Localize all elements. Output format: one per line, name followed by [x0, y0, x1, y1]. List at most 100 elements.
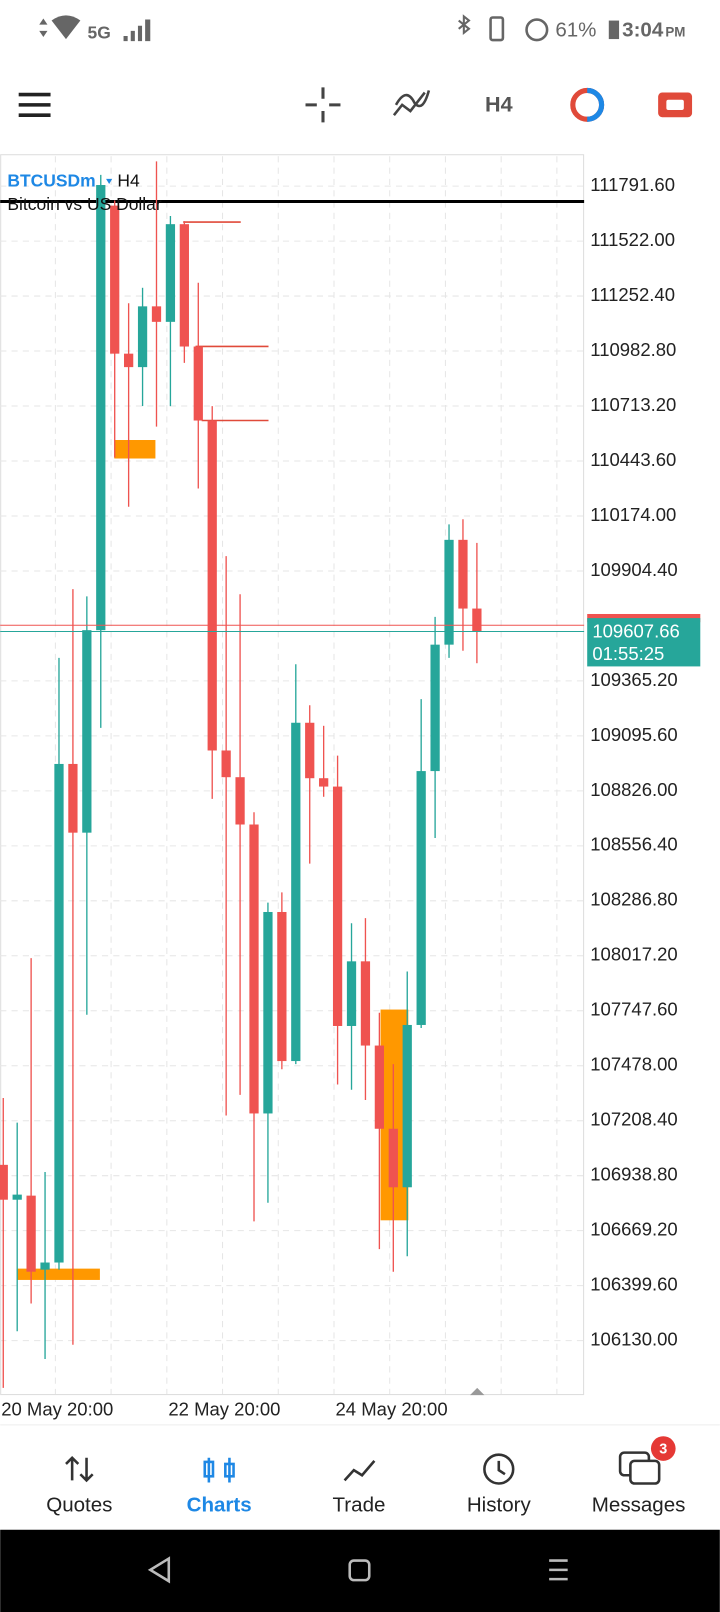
y-tick-label: 107747.60	[590, 999, 677, 1020]
candle-body	[416, 771, 426, 1025]
charts-icon-body	[224, 1462, 235, 1478]
rectangle-object	[114, 440, 156, 459]
battery-icon	[608, 20, 620, 40]
candle-body	[263, 911, 273, 1114]
candle-body	[82, 630, 92, 833]
history-icon	[483, 1453, 515, 1485]
y-tick-label: 108286.80	[590, 889, 677, 910]
y-tick-label: 111522.00	[590, 229, 675, 250]
candle-body	[402, 1024, 412, 1188]
battery-percent: 61%	[555, 18, 596, 41]
candle-body	[319, 778, 329, 787]
bluetooth-icon	[458, 14, 471, 36]
candle-body	[110, 205, 120, 354]
nav-item[interactable]: Messages	[592, 1494, 686, 1517]
candle-body	[249, 824, 259, 1114]
current-price-label: 109607.66	[592, 620, 679, 641]
network-label: 5G	[88, 23, 111, 43]
candle-body	[40, 1262, 50, 1270]
candle-body	[277, 911, 287, 1062]
recents-button[interactable]	[549, 1559, 568, 1581]
candle-body	[96, 185, 106, 631]
candle-body	[193, 346, 203, 421]
y-tick-label: 107478.00	[590, 1054, 677, 1075]
nav-item[interactable]: Charts	[187, 1494, 252, 1517]
candle-body	[68, 763, 78, 833]
menu-button[interactable]	[18, 92, 51, 117]
scroll-marker	[470, 1387, 485, 1396]
alarm-icon	[525, 18, 549, 42]
candle-body	[444, 539, 454, 645]
candle-body	[26, 1195, 36, 1272]
y-tick-label: 106399.60	[590, 1274, 677, 1295]
nav-items: 3 Quotes Charts Trade History Messages	[46, 1436, 686, 1517]
candle-body	[137, 306, 148, 368]
y-tick-label: 106938.80	[590, 1164, 677, 1185]
chart-timeframe: H4	[117, 171, 140, 191]
y-tick-label: 111791.60	[590, 174, 675, 195]
symbol-description: Bitcoin vs US Dollar	[7, 194, 162, 214]
candle-body	[124, 353, 134, 368]
candle-body	[430, 644, 440, 772]
y-tick-label: 110443.60	[590, 449, 676, 470]
vibrate-icon	[489, 16, 505, 42]
x-tick-label: 20 May 20:00	[1, 1398, 113, 1419]
candle-body	[12, 1194, 22, 1200]
candle-body	[472, 608, 482, 632]
trade-icon	[343, 1460, 376, 1482]
y-tick-label: 107208.40	[590, 1109, 677, 1130]
objects-button-accent	[586, 87, 605, 122]
candle-body	[0, 1164, 8, 1200]
back-button[interactable]	[147, 1556, 171, 1584]
symbol-dropdown[interactable]	[106, 178, 113, 185]
candle-body	[388, 1128, 398, 1188]
price-label-bg	[587, 618, 701, 667]
y-tick-label: 110982.80	[590, 339, 676, 360]
rectangle-object	[16, 1268, 100, 1280]
wifi-icon	[51, 15, 81, 40]
indicators-button[interactable]	[392, 90, 431, 116]
quotes-icon	[65, 1455, 94, 1483]
nav-item[interactable]: History	[467, 1494, 532, 1517]
nav-item[interactable]: Quotes	[46, 1494, 112, 1517]
candle-body	[458, 539, 468, 609]
candle-body	[207, 420, 217, 751]
y-tick-label: 108826.00	[590, 779, 677, 800]
grid	[0, 156, 585, 1395]
messages-icon-front	[629, 1459, 661, 1485]
home-button[interactable]	[348, 1559, 371, 1582]
candle-body	[291, 722, 301, 1062]
timeframe-button[interactable]: H4	[485, 92, 513, 117]
data-arrows-icon	[39, 18, 48, 38]
y-tick-label: 106669.20	[590, 1219, 677, 1240]
signal-icon	[123, 19, 151, 42]
candle-body	[360, 961, 371, 1046]
status-bar: 5G 61% 3:04 PM	[39, 14, 685, 43]
x-tick-label: 22 May 20:00	[168, 1398, 280, 1419]
candle-body	[305, 722, 315, 779]
clock: 3:04	[622, 18, 664, 41]
y-tick-label: 110174.00	[590, 504, 676, 525]
messages-badge-count: 3	[659, 1441, 667, 1457]
symbol[interactable]: BTCUSDm	[7, 171, 95, 191]
system-nav	[0, 1529, 720, 1612]
candle-body	[235, 777, 245, 825]
candle-body	[332, 786, 343, 1026]
nav-item[interactable]: Trade	[333, 1494, 386, 1517]
history-icon-hands	[497, 1460, 506, 1476]
candle-body	[151, 306, 162, 322]
y-tick-label: 109095.60	[590, 724, 677, 745]
candles	[0, 161, 585, 1388]
clock-ampm: PM	[665, 24, 685, 39]
x-tick-label: 24 May 20:00	[336, 1398, 448, 1419]
bottom-nav	[0, 1424, 720, 1530]
crosshair-button[interactable]	[305, 87, 341, 123]
messages-badge	[650, 1436, 676, 1461]
y-tick-label: 108556.40	[590, 834, 677, 855]
charts-icon-body	[203, 1460, 215, 1478]
y-tick-label: 111252.40	[590, 284, 675, 305]
y-tick-label: 109904.40	[590, 559, 677, 580]
y-tick-label: 110713.20	[590, 394, 676, 415]
candle-body	[165, 224, 176, 322]
